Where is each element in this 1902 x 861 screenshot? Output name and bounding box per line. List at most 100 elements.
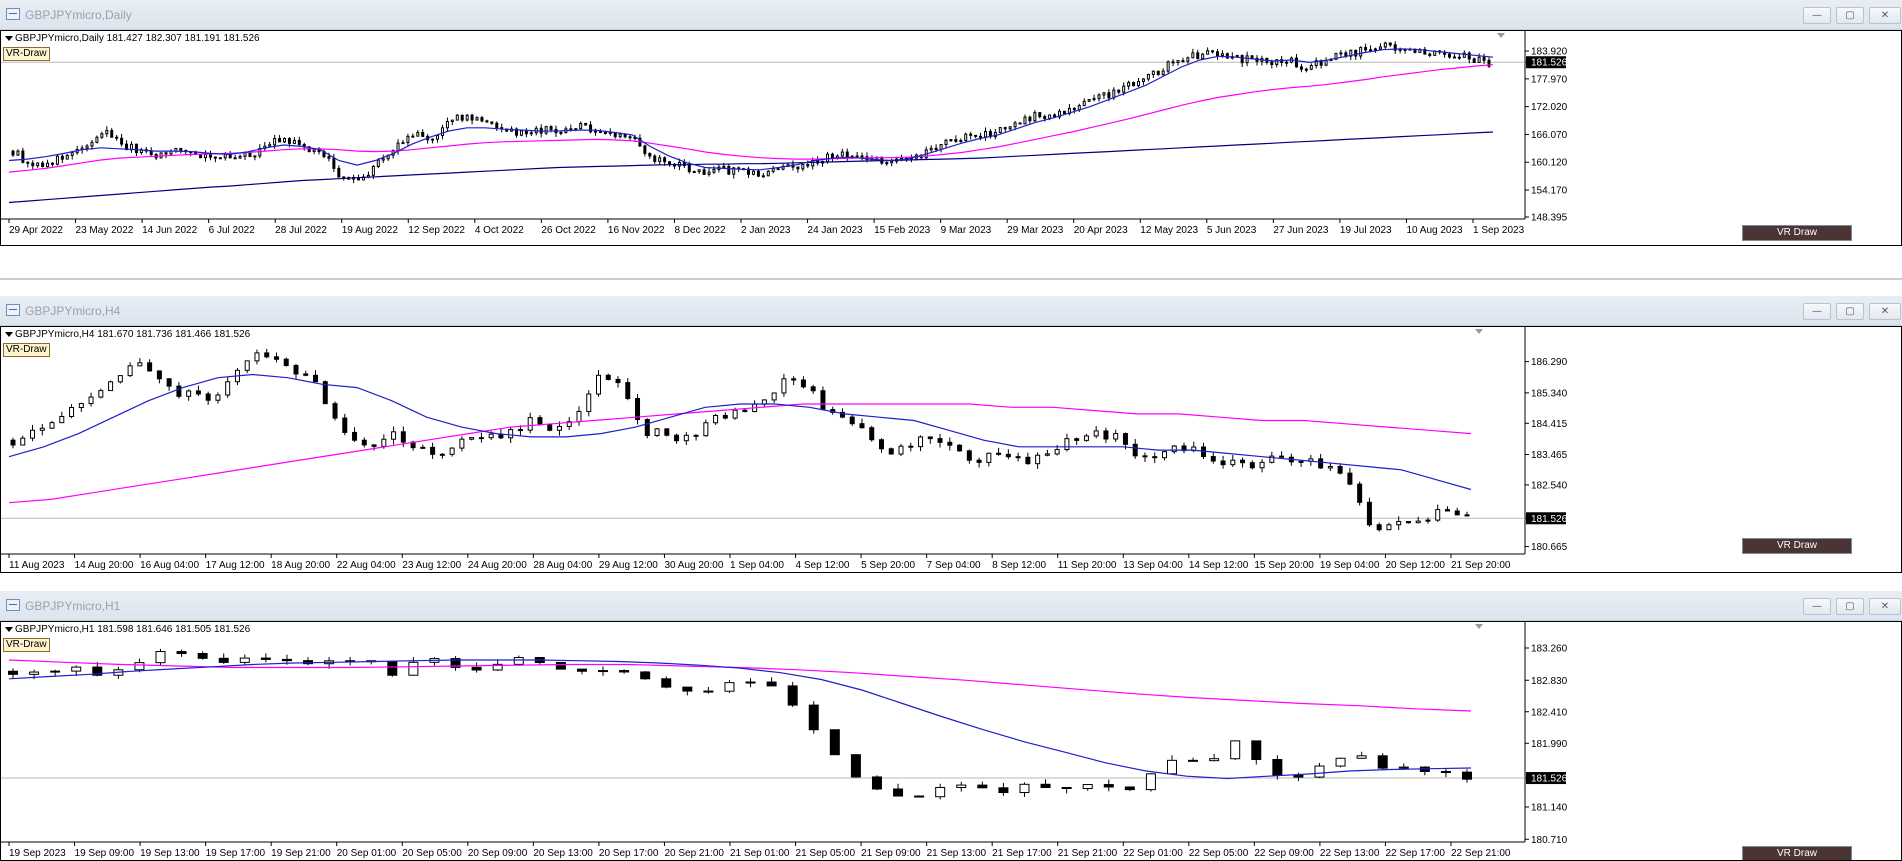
bear-candle bbox=[1457, 56, 1461, 59]
minimize-button[interactable]: — bbox=[1803, 598, 1831, 615]
chart-area[interactable]: 183.920 181.526 177.970 172.020 166.070 160.1… bbox=[0, 30, 1902, 246]
ma-slow-line bbox=[8, 131, 1494, 204]
bear-candle bbox=[1061, 786, 1072, 790]
bear-candle bbox=[787, 685, 798, 706]
bear-candle bbox=[147, 362, 153, 372]
bull-candle bbox=[401, 142, 405, 145]
bull-candle bbox=[50, 670, 61, 673]
bull-candle bbox=[1191, 52, 1195, 59]
price-label: 166.070 bbox=[1531, 130, 1568, 141]
bull-candle bbox=[1396, 521, 1402, 526]
vr-draw-button[interactable]: VR Draw bbox=[1742, 538, 1852, 554]
bear-candle bbox=[1053, 114, 1057, 118]
bull-candle bbox=[71, 666, 82, 672]
maximize-button[interactable]: ▢ bbox=[1836, 303, 1864, 320]
minimize-button[interactable]: — bbox=[1803, 7, 1831, 24]
price-label: 183.465 bbox=[1531, 450, 1568, 461]
time-label: 14 Aug 20:00 bbox=[75, 560, 134, 571]
bear-candle bbox=[996, 452, 1002, 455]
bear-candle bbox=[682, 686, 693, 692]
bull-candle bbox=[431, 138, 435, 141]
bull-candle bbox=[1186, 57, 1190, 62]
bear-candle bbox=[1220, 460, 1226, 466]
close-button[interactable]: ✕ bbox=[1869, 598, 1901, 615]
bull-candle bbox=[381, 158, 385, 161]
minimize-button[interactable]: — bbox=[1803, 303, 1831, 320]
bull-candle bbox=[36, 162, 40, 167]
time-label: 19 Sep 04:00 bbox=[1320, 560, 1380, 571]
bull-candle bbox=[59, 415, 65, 424]
collapse-arrow-icon[interactable] bbox=[5, 36, 13, 41]
bull-candle bbox=[1176, 60, 1180, 64]
bull-candle bbox=[436, 135, 440, 140]
bull-candle bbox=[1023, 116, 1027, 125]
window-titlebar[interactable]: GBPJPYmicro,Daily — ▢ ✕ bbox=[0, 0, 1902, 30]
bull-candle bbox=[105, 129, 109, 135]
collapse-arrow-icon[interactable] bbox=[5, 627, 13, 632]
window-titlebar[interactable]: GBPJPYmicro,H1 — ▢ ✕ bbox=[0, 591, 1902, 621]
bull-candle bbox=[544, 126, 548, 134]
maximize-button[interactable]: ▢ bbox=[1836, 598, 1864, 615]
ma-mid-line bbox=[8, 659, 1472, 712]
bear-candle bbox=[776, 168, 780, 171]
bear-candle bbox=[337, 167, 341, 178]
bear-candle bbox=[1210, 456, 1216, 462]
time-label: 22 Sep 13:00 bbox=[1320, 848, 1380, 859]
bull-candle bbox=[1171, 445, 1177, 453]
price-label: 184.415 bbox=[1531, 419, 1568, 430]
bear-candle bbox=[549, 126, 553, 130]
bear-candle bbox=[387, 660, 398, 676]
chart-area[interactable]: 183.260 182.830 182.410 181.990 181.526 181.1… bbox=[0, 621, 1902, 861]
time-label: 6 Jul 2022 bbox=[209, 225, 256, 236]
time-label: 21 Sep 13:00 bbox=[927, 848, 987, 859]
bear-candle bbox=[555, 661, 566, 670]
bear-candle bbox=[1440, 770, 1451, 773]
bull-candle bbox=[85, 145, 89, 149]
bear-candle bbox=[643, 145, 647, 154]
bull-candle bbox=[155, 651, 166, 664]
bear-candle bbox=[1454, 510, 1460, 516]
candlestick-chart[interactable]: 183.260 182.830 182.410 181.990 181.526 181.1… bbox=[1, 622, 1902, 861]
close-button[interactable]: ✕ bbox=[1869, 7, 1901, 24]
bear-candle bbox=[120, 137, 124, 145]
price-label: 182.410 bbox=[1531, 707, 1568, 718]
price-label: 182.540 bbox=[1531, 480, 1568, 491]
close-button[interactable]: ✕ bbox=[1869, 303, 1901, 320]
bull-candle bbox=[697, 169, 701, 173]
bull-candle bbox=[459, 438, 465, 449]
bear-candle bbox=[293, 365, 299, 375]
bull-candle bbox=[527, 417, 533, 431]
bull-candle bbox=[1013, 122, 1017, 128]
bear-candle bbox=[149, 150, 153, 156]
candlestick-chart[interactable]: 186.290 185.340 184.415 183.465 182.540 181.5… bbox=[1, 327, 1902, 573]
vr-draw-button[interactable]: VR Draw bbox=[1742, 846, 1852, 860]
bull-candle bbox=[1166, 759, 1177, 775]
collapse-arrow-icon[interactable] bbox=[5, 332, 13, 337]
bear-candle bbox=[480, 117, 484, 122]
bull-candle bbox=[703, 422, 709, 437]
bear-candle bbox=[1132, 443, 1138, 457]
bear-candle bbox=[796, 166, 800, 170]
bull-candle bbox=[959, 140, 963, 143]
current-price-marker bbox=[1526, 772, 1566, 785]
bear-candle bbox=[361, 439, 367, 446]
maximize-button[interactable]: ▢ bbox=[1836, 7, 1864, 24]
window-titlebar[interactable]: GBPJPYmicro,H4 — ▢ ✕ bbox=[0, 296, 1902, 326]
bull-candle bbox=[1054, 449, 1060, 455]
bear-candle bbox=[830, 153, 834, 159]
bull-candle bbox=[1112, 89, 1116, 99]
bull-candle bbox=[1019, 783, 1030, 794]
bull-candle bbox=[508, 429, 514, 439]
bear-candle bbox=[1249, 462, 1255, 469]
bear-candle bbox=[478, 437, 484, 440]
bear-candle bbox=[176, 651, 187, 655]
bear-candle bbox=[470, 114, 474, 121]
bear-candle bbox=[264, 352, 270, 358]
bear-candle bbox=[1251, 740, 1262, 760]
chart-area[interactable]: 186.290 185.340 184.415 183.465 182.540 181.5… bbox=[0, 326, 1902, 573]
vr-draw-button[interactable]: VR Draw bbox=[1742, 225, 1852, 241]
bull-candle bbox=[732, 409, 738, 419]
bear-candle bbox=[1103, 430, 1109, 440]
bull-candle bbox=[1269, 455, 1275, 463]
